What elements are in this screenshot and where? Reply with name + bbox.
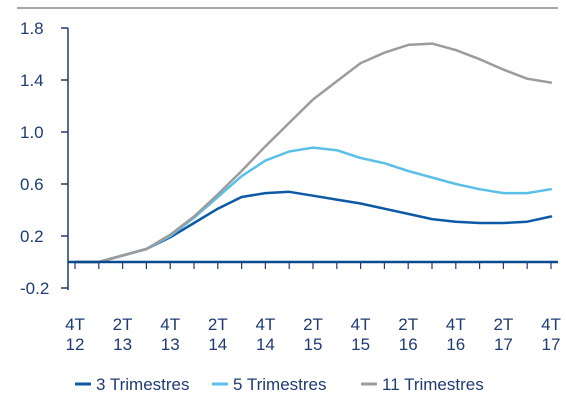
y-axis-ticks: 1.8 1.4 1.0 0.6 0.2 -0.2 bbox=[20, 19, 68, 298]
series-line-3-trimestres bbox=[73, 190, 553, 264]
series-lines bbox=[73, 42, 553, 264]
x-tick-label-quarter: 4T bbox=[255, 315, 275, 334]
x-tick-label-quarter: 4T bbox=[65, 315, 85, 334]
x-tick-label-quarter: 2T bbox=[208, 315, 228, 334]
x-tick-label-year: 16 bbox=[446, 335, 465, 354]
y-tick-label: 0.6 bbox=[20, 175, 44, 194]
y-tick-label: 1.4 bbox=[20, 71, 44, 90]
x-tick-label-quarter: 4T bbox=[160, 315, 180, 334]
x-tick-label-year: 13 bbox=[161, 335, 180, 354]
x-tick-label-year: 12 bbox=[66, 335, 85, 354]
series-line-11-trimestres bbox=[73, 42, 553, 264]
x-tick-label-quarter: 2T bbox=[113, 315, 133, 334]
x-tick-label-year: 17 bbox=[494, 335, 513, 354]
legend-label: 11 Trimestres bbox=[382, 375, 484, 394]
x-tick-label-quarter: 4T bbox=[541, 315, 561, 334]
x-tick-label-year: 14 bbox=[208, 335, 227, 354]
x-tick-label-quarter: 2T bbox=[493, 315, 513, 334]
x-tick-label-year: 17 bbox=[542, 335, 561, 354]
x-tick-label-year: 16 bbox=[399, 335, 418, 354]
x-tick-label-quarter: 2T bbox=[398, 315, 418, 334]
legend-label: 3 Trimestres bbox=[96, 375, 190, 394]
x-tick-label-year: 13 bbox=[113, 335, 132, 354]
legend: 3 Trimestres 5 Trimestres 11 Trimestres bbox=[75, 375, 484, 394]
y-tick-label: 1.8 bbox=[20, 19, 44, 38]
x-axis-ticks: 4T122T134T132T144T142T154T152T164T162T17… bbox=[65, 262, 561, 354]
x-tick-label-year: 15 bbox=[351, 335, 370, 354]
x-tick-label-quarter: 4T bbox=[351, 315, 371, 334]
series-line-5-trimestres bbox=[73, 146, 553, 264]
y-tick-label: 1.0 bbox=[20, 123, 44, 142]
x-tick-label-year: 15 bbox=[304, 335, 323, 354]
x-tick-label-year: 14 bbox=[256, 335, 275, 354]
x-tick-label-quarter: 2T bbox=[303, 315, 323, 334]
y-tick-label: -0.2 bbox=[20, 279, 49, 298]
legend-label: 5 Trimestres bbox=[233, 375, 327, 394]
y-tick-label: 0.2 bbox=[20, 227, 44, 246]
x-tick-label-quarter: 4T bbox=[446, 315, 466, 334]
